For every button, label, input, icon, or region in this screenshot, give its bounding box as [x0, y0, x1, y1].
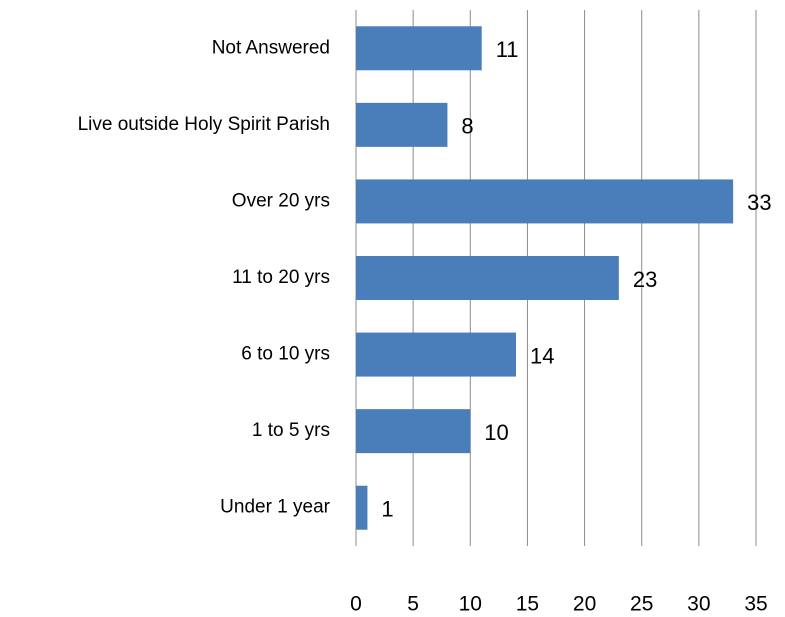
bar [356, 332, 516, 377]
value-label: 11 [496, 37, 519, 62]
value-label: 8 [461, 114, 473, 139]
value-label: 1 [381, 497, 393, 522]
y-tick-label: Not Answered [212, 37, 330, 58]
bar [356, 409, 471, 454]
y-tick-label: Live outside Holy Spirit Parish [78, 114, 330, 135]
y-tick-label: Under 1 year [220, 497, 331, 518]
y-tick-label: 11 to 20 yrs [232, 267, 330, 288]
bar [356, 256, 619, 300]
y-tick-label: 1 to 5 yrs [252, 420, 330, 441]
x-tick-label: 0 [350, 593, 362, 616]
value-label: 33 [747, 190, 771, 215]
x-tick-label: 15 [516, 593, 539, 616]
x-tick-label: 30 [687, 593, 710, 616]
bar [356, 485, 368, 530]
y-tick-label: Over 20 yrs [232, 190, 330, 211]
y-tick-label: 6 to 10 yrs [241, 344, 330, 365]
bar [356, 102, 448, 147]
value-label: 23 [633, 267, 657, 292]
value-label: 14 [530, 343, 554, 368]
value-label: 10 [484, 420, 508, 445]
x-tick-label: 10 [459, 593, 482, 616]
x-tick-label: 20 [573, 593, 596, 616]
bar [356, 26, 482, 71]
x-tick-label: 35 [744, 593, 767, 616]
x-tick-label: 25 [630, 593, 653, 616]
x-tick-label: 5 [407, 593, 419, 616]
bar [356, 179, 734, 224]
